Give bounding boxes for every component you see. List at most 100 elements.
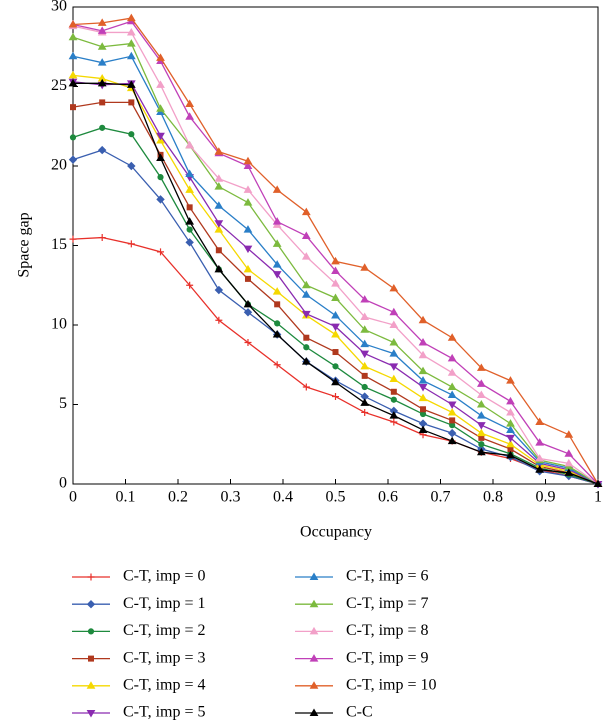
marker — [301, 290, 311, 298]
marker — [418, 384, 428, 392]
legend-label: C-T, imp = 3 — [123, 649, 206, 666]
marker — [478, 434, 485, 441]
marker — [128, 131, 135, 138]
x-tick-label: 0 — [69, 489, 77, 506]
marker — [243, 225, 253, 233]
marker — [535, 465, 545, 473]
marker — [69, 134, 77, 141]
marker — [214, 174, 224, 182]
marker — [331, 256, 340, 265]
legend-marker — [87, 628, 95, 635]
marker — [185, 169, 195, 177]
marker — [244, 275, 251, 282]
marker — [243, 156, 253, 165]
marker — [535, 438, 545, 446]
marker — [332, 393, 339, 401]
marker — [476, 390, 486, 398]
marker — [360, 339, 370, 348]
marker — [447, 428, 457, 438]
marker — [301, 207, 311, 216]
legend-label: C-T, imp = 9 — [346, 649, 429, 666]
marker — [418, 315, 428, 324]
marker — [185, 112, 195, 120]
marker — [331, 279, 340, 287]
series-line — [72, 127, 599, 485]
marker — [272, 217, 282, 225]
marker — [126, 80, 136, 88]
marker — [447, 368, 457, 376]
marker — [476, 400, 486, 408]
legend-marker — [309, 626, 319, 635]
marker — [447, 407, 457, 416]
legend-label: C-T, imp = 8 — [346, 622, 429, 639]
marker — [99, 99, 106, 106]
marker — [360, 263, 370, 271]
marker — [68, 51, 78, 60]
marker — [274, 320, 281, 327]
legend-marker — [309, 599, 319, 608]
marker — [97, 42, 107, 50]
marker — [506, 419, 515, 427]
marker — [157, 174, 164, 181]
marker — [272, 287, 282, 295]
marker — [506, 439, 515, 448]
marker — [157, 248, 165, 256]
marker — [360, 361, 370, 370]
marker — [69, 235, 77, 243]
marker — [331, 310, 340, 319]
marker — [186, 226, 193, 233]
marker — [97, 145, 107, 155]
y-tick-label: 5 — [59, 395, 67, 412]
marker — [186, 204, 193, 211]
marker — [506, 376, 515, 384]
marker — [507, 446, 514, 453]
marker — [564, 468, 574, 476]
marker — [331, 330, 340, 338]
marker — [126, 27, 136, 36]
legend-marker — [309, 654, 319, 662]
marker — [420, 406, 427, 413]
marker — [272, 239, 282, 247]
legend-marker — [88, 655, 94, 662]
marker — [68, 70, 78, 79]
marker — [126, 51, 136, 60]
y-tick-label: 15 — [51, 236, 67, 253]
marker — [593, 479, 603, 487]
marker — [390, 418, 398, 426]
marker — [361, 408, 369, 416]
marker — [535, 454, 545, 462]
marker — [185, 99, 195, 107]
legend-marker — [86, 681, 96, 689]
marker — [360, 295, 370, 303]
marker — [214, 147, 224, 155]
marker — [476, 447, 486, 456]
x-tick-label: 0.2 — [168, 489, 188, 506]
marker — [506, 396, 515, 405]
marker — [331, 377, 340, 386]
marker — [418, 376, 428, 384]
legend-label: C-T, imp = 7 — [346, 595, 429, 612]
marker — [127, 240, 135, 248]
marker — [447, 401, 457, 409]
marker — [272, 271, 282, 279]
x-tick-label: 0.3 — [221, 489, 241, 506]
marker — [301, 357, 311, 365]
marker — [301, 310, 311, 319]
marker — [418, 350, 428, 359]
legend-label: C-T, imp = 5 — [123, 704, 206, 721]
marker — [215, 247, 222, 254]
marker — [273, 361, 281, 369]
series-line — [72, 236, 599, 485]
marker — [68, 32, 78, 41]
marker — [303, 334, 310, 341]
marker — [506, 450, 515, 459]
marker — [360, 312, 370, 321]
marker — [389, 363, 399, 371]
x-tick-label: 1 — [594, 489, 602, 506]
marker — [243, 264, 253, 273]
plot-frame — [72, 6, 599, 485]
marker — [243, 198, 253, 206]
marker — [506, 434, 515, 443]
marker — [389, 307, 399, 316]
marker — [156, 104, 165, 112]
